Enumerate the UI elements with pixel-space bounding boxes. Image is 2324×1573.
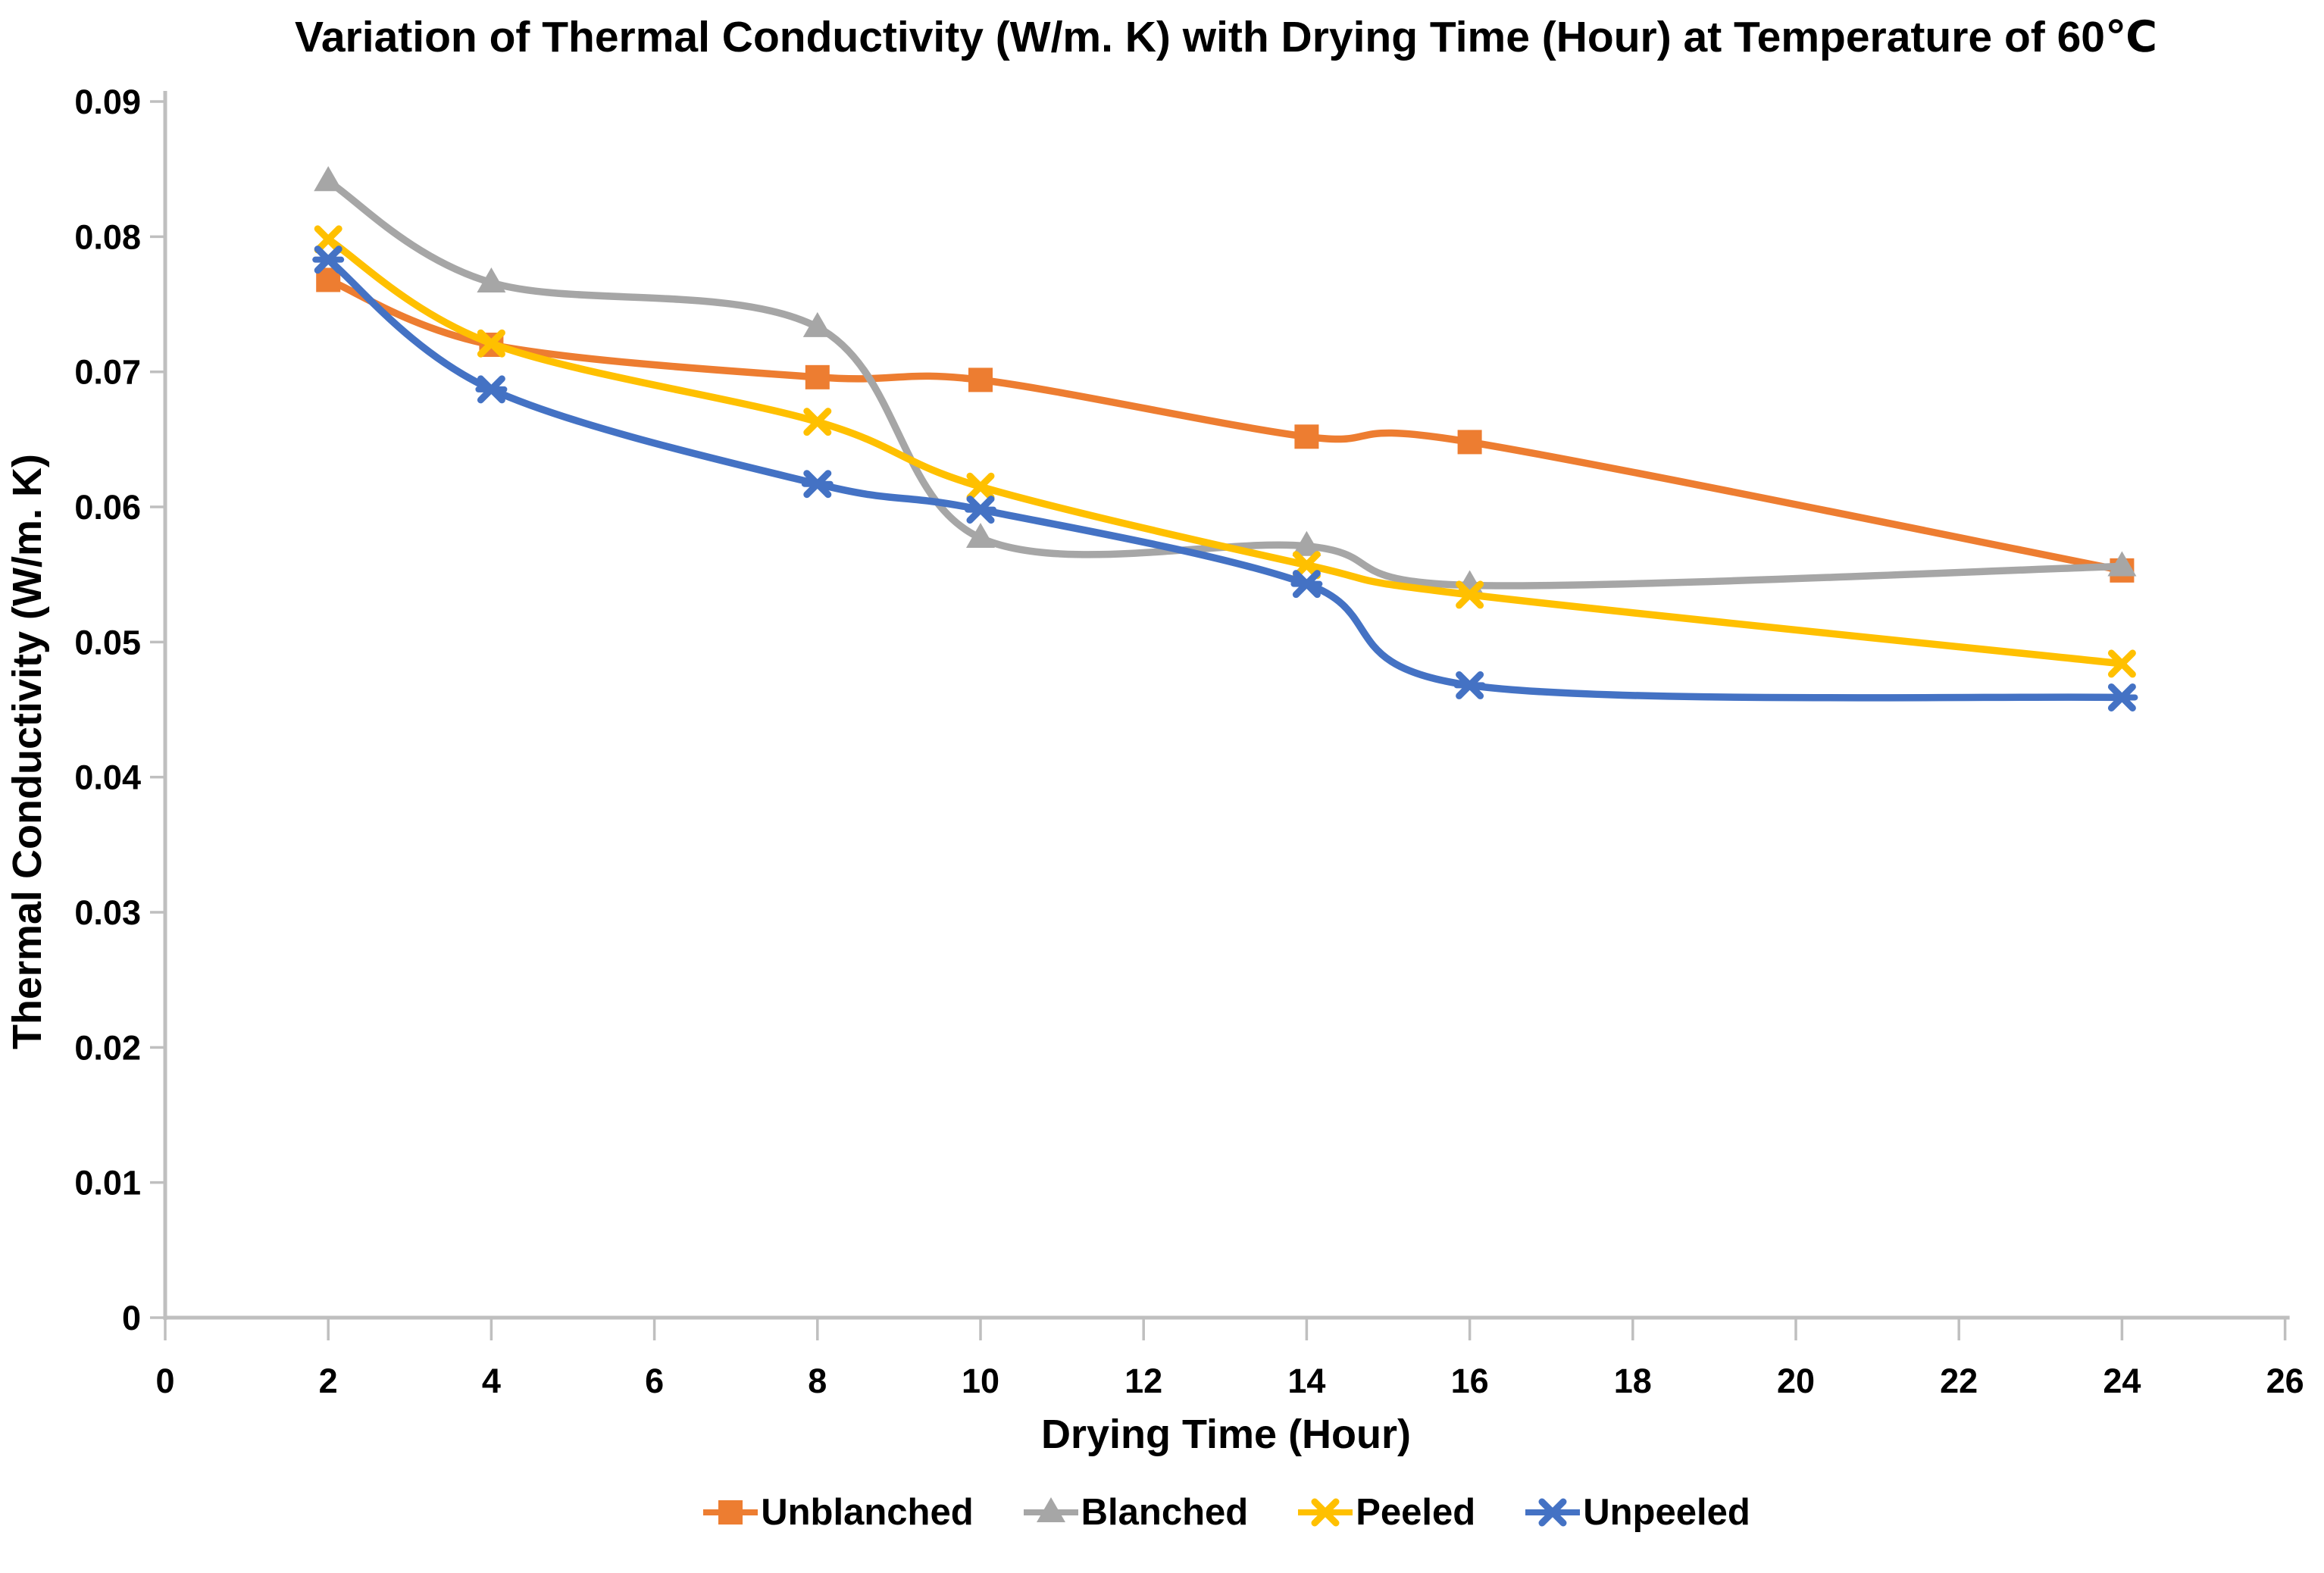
x-tick-label: 10	[962, 1362, 999, 1400]
y-tick-label: 0.05	[74, 623, 141, 661]
y-tick-label: 0.01	[74, 1164, 141, 1202]
x-tick-label: 0	[155, 1362, 174, 1400]
series-unpeeled-markers	[312, 245, 2138, 711]
data-point-marker	[968, 367, 993, 392]
data-point-marker	[1311, 1498, 1340, 1527]
x-tick-label: 16	[1451, 1362, 1489, 1400]
legend-item-blanched: Blanched	[1022, 1491, 1249, 1534]
data-point-marker	[477, 329, 505, 358]
series-unpeeled-line	[324, 255, 2126, 702]
data-point-marker	[2107, 551, 2137, 577]
x-tick-label: 26	[2266, 1362, 2304, 1400]
series-unblanched-line	[324, 276, 2126, 574]
data-point-marker	[1457, 430, 1482, 455]
data-point-marker	[1292, 530, 1322, 556]
data-point-marker	[314, 225, 343, 254]
data-point-marker	[802, 311, 832, 337]
x-tick-label: 2	[319, 1362, 338, 1400]
x-tick-label: 14	[1287, 1362, 1325, 1400]
x-tick-label: 24	[2103, 1362, 2141, 1400]
y-tick-label: 0.08	[74, 217, 141, 256]
data-point-marker	[803, 408, 832, 436]
legend-label: Peeled	[1356, 1492, 1476, 1533]
legend-label: Blanched	[1081, 1492, 1249, 1533]
x-tick-label: 12	[1124, 1362, 1162, 1400]
legend-item-peeled: Peeled	[1296, 1491, 1475, 1534]
x-tick-label: 8	[808, 1362, 827, 1400]
data-point-marker	[477, 267, 506, 292]
data-point-marker	[966, 472, 995, 501]
y-axis-title: Thermal Conductivity (W/m. K)	[5, 453, 50, 1050]
data-point-marker	[1294, 424, 1319, 449]
unblanched-series-marker-icon	[703, 1500, 759, 1525]
y-tick-label: 0.07	[74, 353, 141, 392]
series-blanched-line	[324, 177, 2126, 589]
legend-label: Unblanched	[761, 1492, 974, 1533]
y-tick-label: 0.06	[74, 488, 141, 527]
data-point-marker	[718, 1500, 743, 1525]
y-tick-label: 0.02	[74, 1028, 141, 1067]
unpeeled-series-marker-icon	[1525, 1498, 1581, 1527]
x-axis-title: Drying Time (Hour)	[1040, 1412, 1412, 1457]
x-tick-label: 22	[1940, 1362, 1978, 1400]
y-tick-label: 0.03	[74, 893, 141, 932]
x-tick-label: 20	[1777, 1362, 1815, 1400]
legend-label: Unpeeled	[1583, 1492, 1750, 1533]
data-point-marker	[2107, 649, 2136, 678]
x-tick-label: 6	[645, 1362, 664, 1400]
chart-title: Variation of Thermal Conductivity (W/m. …	[294, 13, 2157, 61]
chart-legend: Unblanched Blanched Peeled Unpeeled	[165, 1491, 2287, 1534]
series-peeled-line	[324, 236, 2126, 668]
series-blanched-markers	[314, 166, 2137, 596]
data-point-marker	[805, 364, 830, 389]
legend-item-unblanched: Unblanched	[702, 1491, 974, 1534]
blanched-series-marker-icon	[1023, 1497, 1078, 1522]
x-tick-label: 4	[482, 1362, 501, 1400]
data-point-marker	[966, 523, 995, 549]
data-point-marker	[1036, 1497, 1065, 1522]
y-tick-label: 0.09	[74, 83, 141, 121]
data-point-marker	[1456, 580, 1484, 609]
y-tick-label: 0	[122, 1299, 141, 1337]
y-tick-label: 0.04	[74, 758, 141, 797]
legend-item-unpeeled: Unpeeled	[1524, 1491, 1750, 1534]
x-tick-label: 18	[1614, 1362, 1652, 1400]
data-point-marker	[314, 166, 343, 192]
peeled-series-marker-icon	[1298, 1498, 1353, 1527]
